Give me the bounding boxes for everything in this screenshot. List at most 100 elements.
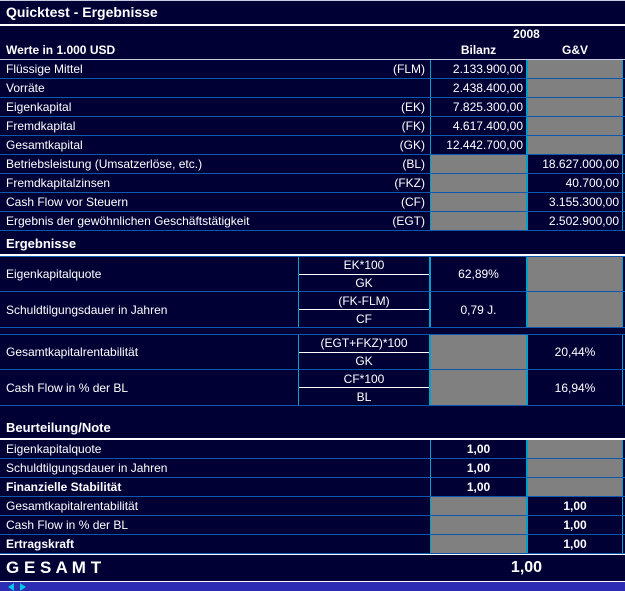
cell-gv[interactable]: 1,00 [527, 516, 623, 534]
note-row: Gesamtkapitalrentabilität 1,00 [0, 497, 625, 516]
formula-denominator: GK [355, 353, 373, 368]
table-row: Fremdkapital (FK) 4.617.400,00 [0, 117, 625, 136]
cell-bilanz-blocked [430, 497, 527, 515]
row-code: (EK) [401, 100, 425, 114]
formula-fraction: (EGT+FKZ)*100 GK [298, 335, 430, 369]
cell-gv[interactable]: 16,94% [527, 370, 623, 405]
cell-gv-blocked [527, 257, 623, 291]
cell-bilanz-blocked [430, 212, 527, 230]
table-row: Vorräte 2.438.400,00 [0, 79, 625, 98]
spacer [0, 406, 625, 418]
cell-bilanz-blocked [430, 516, 527, 534]
cell-bilanz[interactable]: 2.438.400,00 [430, 79, 527, 97]
cell-gv[interactable]: 18.627.000,00 [527, 155, 623, 173]
row-label: Finanzielle Stabilität [6, 480, 122, 494]
column-header-bilanz: Bilanz [460, 43, 497, 57]
section-title-beurteilung: Beurteilung/Note [0, 418, 625, 440]
cell-bilanz-blocked [430, 193, 527, 211]
note-row: Finanzielle Stabilität 1,00 [0, 478, 625, 497]
section-title-ergebnisse: Ergebnisse [0, 235, 625, 256]
cell-gv[interactable]: 20,44% [527, 335, 623, 369]
cell-gv[interactable]: 3.155.300,00 [527, 193, 623, 211]
row-label: Gesamtkapitalrentabilität [6, 345, 139, 359]
cell-bilanz[interactable]: 4.617.400,00 [430, 117, 527, 135]
ergebnis-row: Eigenkapitalquote EK*100 GK 62,89% [0, 256, 625, 292]
cell-gv[interactable]: 1,00 [527, 497, 623, 515]
row-label: Betriebsleistung (Umsatzerlöse, etc.) [6, 157, 203, 171]
sheet-nav-right-icon[interactable] [20, 583, 26, 591]
cell-bilanz-blocked [430, 155, 527, 173]
row-label: Fremdkapitalzinsen [6, 176, 111, 190]
cell-bilanz[interactable]: 12.442.700,00 [430, 136, 527, 154]
row-label: Fremdkapital [6, 119, 76, 133]
row-label: Gesamtkapital [6, 138, 83, 152]
row-label: Eigenkapitalquote [6, 442, 102, 456]
formula-denominator: GK [355, 275, 373, 290]
formula-fraction: EK*100 GK [298, 257, 430, 291]
cell-gv-blocked [527, 292, 623, 327]
row-code: (EGT) [392, 214, 425, 228]
cell-bilanz[interactable]: 1,00 [430, 440, 527, 458]
formula-fraction: CF*100 BL [298, 370, 430, 405]
formula-fraction: (FK-FLM) CF [298, 292, 430, 327]
bottom-strip [0, 582, 625, 591]
table-row: Fremdkapitalzinsen (FKZ) 40.700,00 [0, 174, 625, 193]
formula-numerator: (EGT+FKZ)*100 [299, 335, 429, 353]
gesamt-row: G E S A M T 1,00 [0, 554, 625, 582]
row-label: Cash Flow vor Steuern [6, 195, 129, 209]
row-label: Cash Flow in % der BL [6, 518, 129, 532]
formula-denominator: CF [356, 311, 372, 326]
row-label: Gesamtkapitalrentabilität [6, 499, 139, 513]
cell-bilanz-blocked [430, 335, 527, 369]
row-label: Eigenkapitalquote [6, 267, 102, 281]
sheet-nav-left-icon[interactable] [8, 583, 14, 591]
formula-numerator: (FK-FLM) [299, 292, 429, 310]
year-header: 2008 [513, 27, 540, 41]
cell-bilanz-blocked [430, 535, 527, 553]
cell-gv-blocked [527, 60, 623, 78]
cell-bilanz[interactable]: 1,00 [430, 478, 527, 496]
cell-bilanz[interactable]: 7.825.300,00 [430, 98, 527, 116]
cell-bilanz-blocked [430, 370, 527, 405]
cell-gv-blocked [527, 98, 623, 116]
cell-gv-blocked [527, 440, 623, 458]
cell-gv-blocked [527, 79, 623, 97]
row-code [352, 79, 430, 97]
formula-numerator: CF*100 [299, 370, 429, 388]
cell-gv[interactable]: 1,00 [527, 535, 623, 553]
ergebnis-row: Cash Flow in % der BL CF*100 BL 16,94% [0, 370, 625, 406]
ergebnis-row: Schuldtilgungsdauer in Jahren (FK-FLM) C… [0, 292, 625, 328]
note-row: Cash Flow in % der BL 1,00 [0, 516, 625, 535]
row-code: (FK) [401, 119, 425, 133]
cell-gv-blocked [527, 459, 623, 477]
page-title: Quicktest - Ergebnisse [0, 1, 625, 26]
ergebnis-row: Gesamtkapitalrentabilität (EGT+FKZ)*100 … [0, 334, 625, 370]
cell-bilanz[interactable]: 0,79 J. [430, 292, 527, 327]
cell-gv-blocked [527, 117, 623, 135]
table-row: Betriebsleistung (Umsatzerlöse, etc.) (B… [0, 155, 625, 174]
formula-numerator: EK*100 [299, 257, 429, 275]
cell-bilanz-blocked [430, 174, 527, 192]
cell-gv-blocked [527, 136, 623, 154]
row-code: (FKZ) [394, 176, 425, 190]
cell-gv[interactable]: 40.700,00 [527, 174, 623, 192]
row-label: Flüssige Mittel [6, 62, 83, 76]
row-label: Schuldtilgungsdauer in Jahren [6, 302, 168, 317]
note-row: Schuldtilgungsdauer in Jahren 1,00 [0, 459, 625, 478]
cell-bilanz[interactable]: 1,00 [430, 459, 527, 477]
cell-bilanz[interactable]: 62,89% [430, 257, 527, 291]
table-row: Flüssige Mittel (FLM) 2.133.900,00 [0, 60, 625, 79]
column-header-gv: G&V [561, 43, 588, 57]
year-spacer [0, 26, 430, 42]
cell-gv[interactable]: 2.502.900,00 [527, 212, 623, 230]
note-row: Ertragskraft 1,00 [0, 535, 625, 554]
table-row: Gesamtkapital (GK) 12.442.700,00 [0, 136, 625, 155]
formula-denominator: BL [356, 389, 372, 404]
cell-bilanz[interactable]: 2.133.900,00 [430, 60, 527, 78]
row-label: Ertragskraft [6, 537, 75, 551]
row-code: (FLM) [393, 62, 425, 76]
year-row: 2008 [0, 26, 625, 42]
gesamt-value[interactable]: 1,00 [510, 559, 543, 576]
table-row: Eigenkapital (EK) 7.825.300,00 [0, 98, 625, 117]
